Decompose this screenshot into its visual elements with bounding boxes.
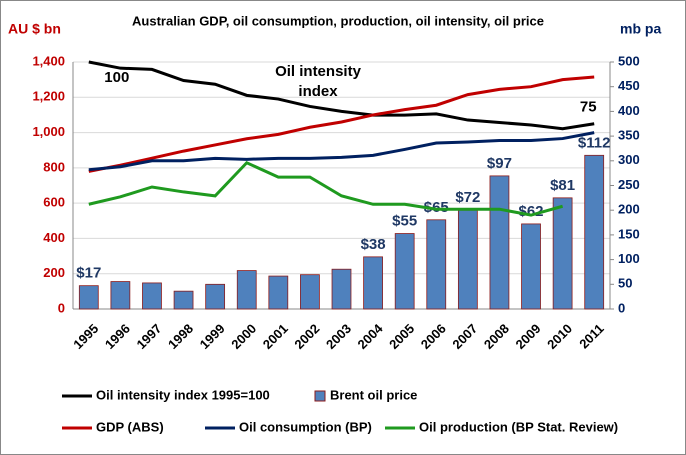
legend-label: Brent oil price (330, 387, 417, 402)
y-tick-label: 0 (58, 300, 65, 315)
legend-swatch (314, 390, 326, 402)
bar (331, 268, 352, 310)
bar (552, 197, 573, 310)
bar (394, 233, 415, 310)
y2-tick-label: 150 (618, 226, 640, 241)
data-label: $38 (361, 236, 386, 253)
data-label: $81 (550, 177, 575, 194)
data-label: $17 (76, 265, 101, 282)
y-tick-label: 200 (43, 265, 65, 280)
chart-title: Australian GDP, oil consumption, product… (132, 13, 544, 28)
y2-axis-label: mb pa (620, 21, 661, 37)
bar (268, 275, 289, 310)
y2-tick-label: 100 (618, 251, 640, 266)
y2-tick-label: 500 (618, 53, 640, 68)
y-axis-label: AU $ bn (8, 21, 61, 37)
bar (300, 274, 320, 310)
bar (584, 154, 605, 310)
line (88, 160, 564, 217)
y2-tick-label: 350 (618, 128, 640, 143)
data-label: $65 (424, 199, 449, 216)
y2-tick-label: 300 (618, 152, 640, 167)
y2-tick-label: 250 (618, 177, 640, 192)
line (88, 75, 595, 173)
bar (78, 285, 99, 310)
y-tick-label: 400 (43, 230, 65, 245)
bar (363, 256, 383, 310)
y2-tick-label: 450 (618, 78, 640, 93)
y-tick-label: 800 (43, 159, 65, 174)
line (88, 60, 595, 131)
data-label: $62 (519, 203, 544, 220)
annotation: index (298, 83, 338, 100)
data-label: 100 (104, 69, 129, 86)
legend-label: GDP (ABS) (96, 419, 164, 434)
y-tick-label: 1,400 (32, 53, 65, 68)
line (88, 131, 595, 172)
bar (457, 209, 478, 310)
annotation: Oil intensity (275, 63, 362, 80)
y2-tick-label: 200 (618, 202, 640, 217)
data-label: $112 (578, 134, 611, 151)
legend-label: Oil intensity index 1995=100 (96, 387, 270, 402)
y2-tick-label: 400 (618, 103, 640, 118)
bar (142, 282, 162, 310)
legend-label: Oil production (BP Stat. Review) (419, 419, 618, 434)
y-tick-label: 600 (43, 195, 65, 210)
bar (173, 290, 194, 310)
legend-label: Oil consumption (BP) (239, 419, 372, 434)
bar (426, 219, 447, 310)
bar (521, 223, 541, 310)
bar (489, 175, 510, 310)
y-tick-label: 1,200 (32, 89, 65, 104)
bar (236, 270, 257, 310)
data-label: $55 (392, 212, 417, 229)
data-label: $97 (487, 155, 512, 172)
bar (205, 283, 226, 310)
bar (110, 281, 131, 310)
data-label: 75 (580, 99, 597, 116)
data-label: $72 (455, 189, 480, 206)
y2-tick-label: 0 (618, 300, 625, 315)
y-tick-label: 1,000 (32, 124, 65, 139)
y2-tick-label: 50 (618, 276, 632, 291)
